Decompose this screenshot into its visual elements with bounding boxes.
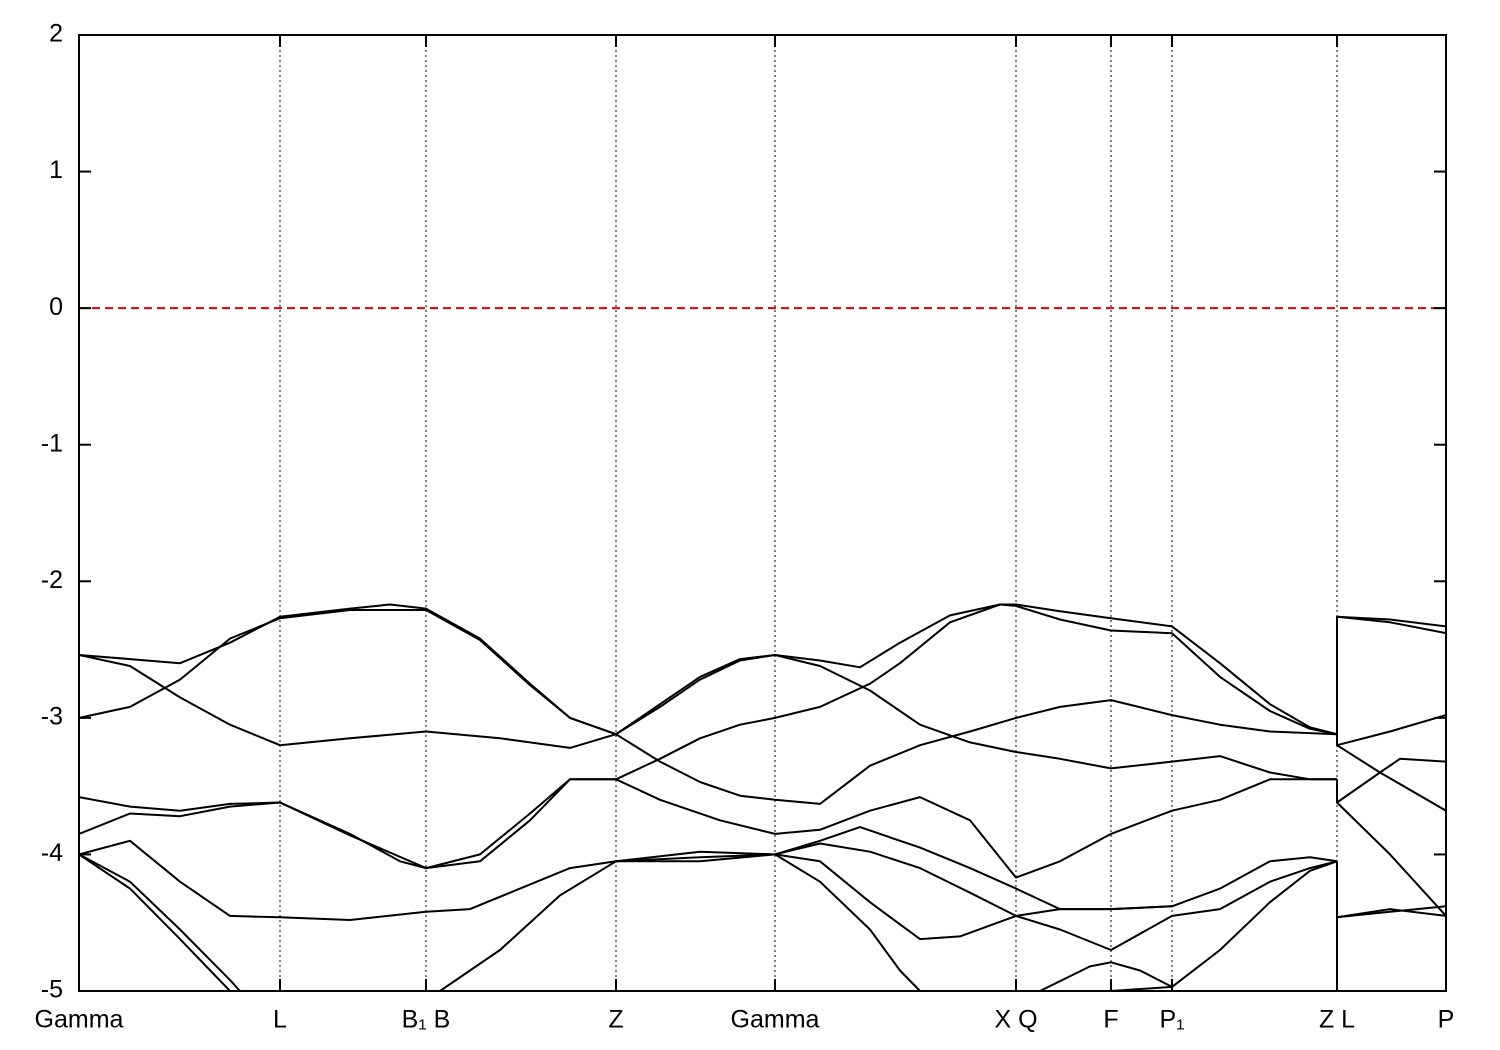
- x-tick-label: L: [273, 1006, 287, 1034]
- x-tick-label: Z L: [1319, 1006, 1355, 1034]
- x-tick-label: P₁: [1159, 1006, 1184, 1034]
- y-tick-label: -1: [41, 429, 63, 457]
- x-tick-label: Gamma: [35, 1006, 124, 1034]
- band-line: [1336, 801, 1446, 917]
- x-tick-label: Z: [608, 1006, 623, 1034]
- x-tick-label: X Q: [994, 1006, 1037, 1034]
- x-tick-label: F: [1103, 1006, 1118, 1034]
- y-tick-label: 0: [49, 293, 63, 321]
- y-tick-label: -5: [41, 976, 63, 1004]
- x-tick-label: Gamma: [731, 1006, 820, 1034]
- band-line: [615, 850, 1338, 941]
- y-tick-label: -2: [41, 566, 63, 594]
- band-line: [1336, 615, 1446, 735]
- band-line: [1336, 908, 1446, 991]
- band-line: [79, 603, 1338, 736]
- y-tick-label: 1: [49, 156, 63, 184]
- plot-frame: [78, 34, 1447, 992]
- y-tick-label: -3: [41, 702, 63, 730]
- y-tick-label: -4: [41, 839, 63, 867]
- band-line: [79, 853, 231, 991]
- band-line: [1336, 861, 1446, 919]
- band-line: [79, 609, 1338, 805]
- y-tick-label: 2: [49, 20, 63, 48]
- x-tick-label: B₁ B: [402, 1006, 451, 1034]
- band-line: [1336, 615, 1446, 635]
- band-line: [774, 826, 1173, 911]
- band-line: [79, 603, 1338, 870]
- plot-area: [79, 35, 1446, 991]
- band-line: [79, 853, 921, 991]
- band-line: [79, 654, 1337, 781]
- band-line: [1336, 757, 1446, 804]
- band-line: [1336, 714, 1446, 747]
- x-tick-label: P: [1438, 1006, 1455, 1034]
